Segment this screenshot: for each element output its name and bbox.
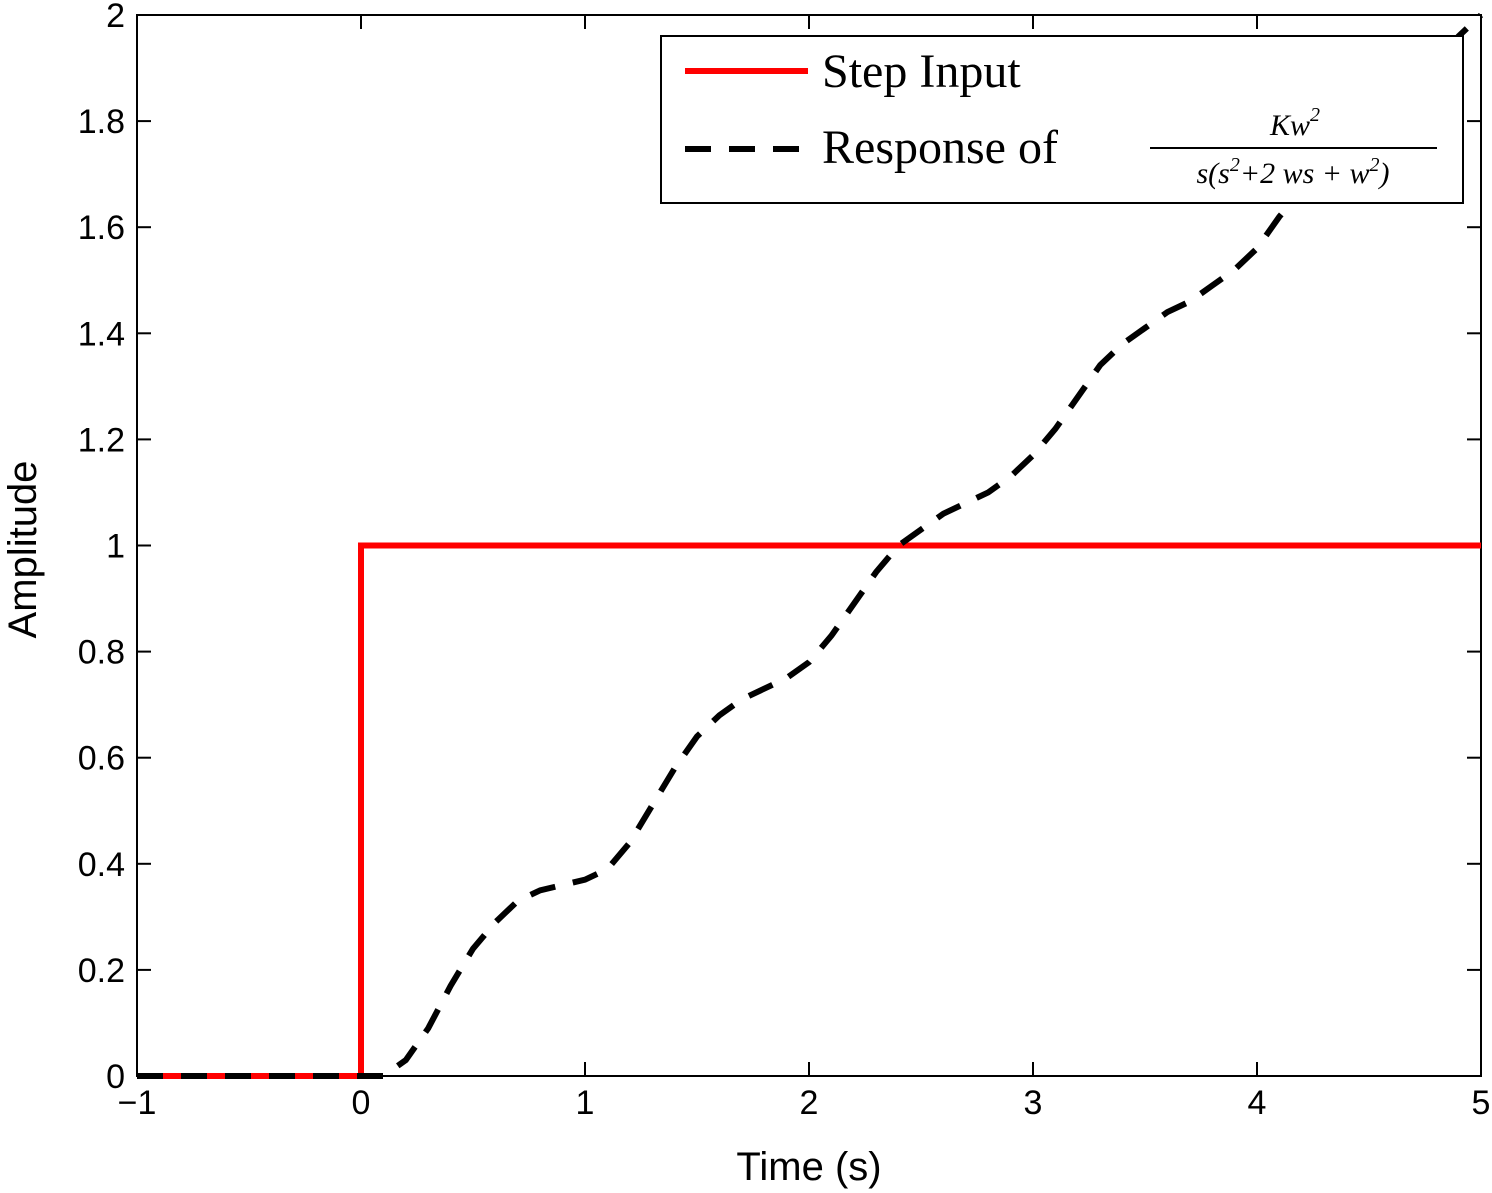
y-axis-ticks: 0 0.2 0.4 0.6 0.8 1 1.2 1.4 1.6 1.8 2 — [78, 0, 1481, 1096]
y-tick-label: 1.4 — [78, 315, 125, 353]
legend-response-label: Response of — [822, 121, 1058, 174]
legend-box — [660, 35, 1464, 204]
x-tick-label: 2 — [800, 1084, 819, 1122]
legend-step-label: Step Input — [822, 45, 1021, 98]
y-tick-label: 1.6 — [78, 209, 125, 247]
legend: Step Input Response of Kw2 s(s2+2 ws + w… — [660, 35, 1464, 204]
y-tick-label: 1.2 — [78, 421, 125, 459]
step-input-line — [137, 542, 1481, 1079]
response-line — [137, 12, 1484, 1079]
x-tick-label: 5 — [1472, 1084, 1491, 1122]
y-tick-label: 0.2 — [78, 952, 125, 990]
series-layer — [137, 12, 1484, 1079]
plot-area: −1 0 1 2 3 4 5 00.20.40.60.811.21.41.61.82 — [78, 0, 1491, 1122]
y-tick-label: 2 — [106, 0, 125, 35]
legend-transfer-fraction: Kw2 s(s2+2 ws + w2) — [1150, 104, 1437, 190]
y-tick-label: 0.8 — [78, 634, 125, 672]
x-tick-label: 3 — [1024, 1084, 1043, 1122]
x-tick-label: 0 — [352, 1084, 371, 1122]
x-tick-label: −1 — [118, 1084, 157, 1122]
x-tick-label: 1 — [576, 1084, 595, 1122]
y-tick-label: 1 — [106, 528, 125, 566]
fraction-denominator: s(s2+2 ws + w2) — [1196, 154, 1389, 190]
y-axis-label: Amplitude — [1, 461, 45, 639]
x-axis-ticks: −1 0 1 2 3 4 5 — [118, 15, 1491, 1122]
y-tick-label: 0.6 — [78, 740, 125, 778]
y-tick-label: 1.8 — [78, 103, 125, 141]
x-tick-label: 4 — [1248, 1084, 1267, 1122]
x-axis-label: Time (s) — [736, 1145, 881, 1189]
y-tick-label: 0.4 — [78, 846, 125, 884]
y-tick-label: 0 — [106, 1058, 125, 1096]
